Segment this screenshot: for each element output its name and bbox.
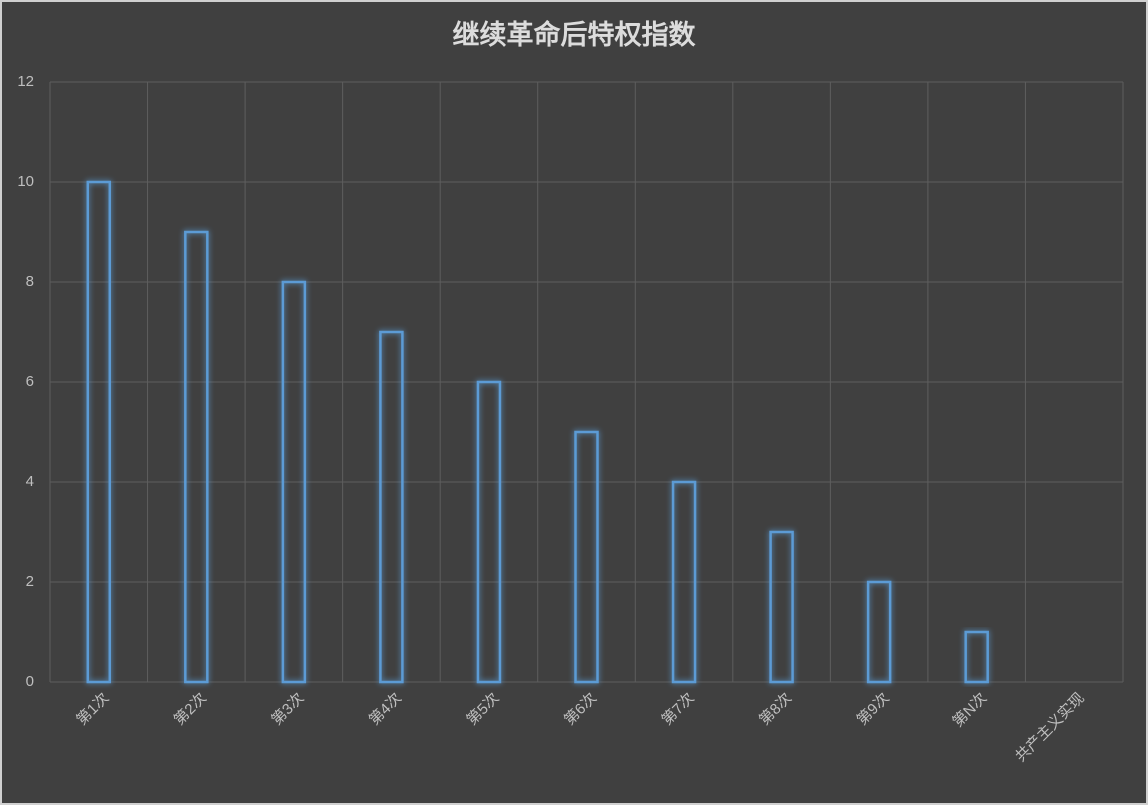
y-tick-label: 2 (26, 573, 34, 590)
bar (184, 230, 209, 684)
bar (86, 180, 112, 684)
y-tick-label: 6 (26, 373, 34, 390)
bar (574, 430, 599, 684)
y-tick-label: 8 (26, 273, 34, 290)
bar (671, 480, 697, 684)
y-tick-label: 12 (17, 73, 34, 90)
bar (281, 280, 307, 684)
bar (964, 630, 989, 684)
bar (866, 580, 892, 684)
bar (379, 330, 404, 684)
y-tick-label: 0 (26, 673, 34, 690)
y-tick-label: 4 (26, 473, 34, 490)
chart-title: 继续革命后特权指数 (453, 19, 697, 50)
y-tick-label: 10 (17, 173, 34, 190)
bar (769, 530, 794, 684)
bar (476, 380, 502, 684)
